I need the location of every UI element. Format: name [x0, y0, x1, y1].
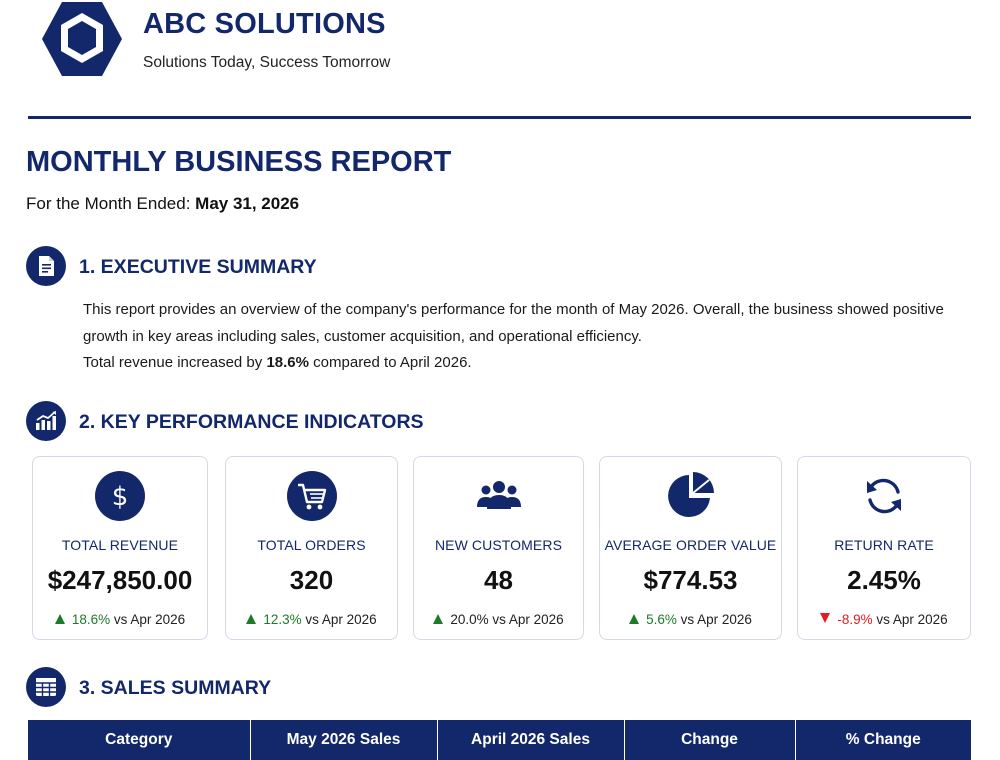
bar-chart-icon: [26, 401, 66, 441]
kpi-change-pct: 12.3%: [263, 612, 302, 627]
kpi-change-pct: -8.9%: [837, 612, 873, 627]
summary-paragraph-1: This report provides an overview of the …: [83, 301, 944, 345]
refresh-icon: [867, 478, 901, 514]
column-header-category: Category: [28, 720, 251, 760]
trend-up-icon: [54, 614, 65, 624]
kpi-card-total-revenue: $ TOTAL REVENUE $247,850.00 18.6% vs Apr…: [32, 456, 208, 640]
dollar-icon: $: [95, 471, 145, 521]
kpi-change-pct: 5.6%: [646, 612, 677, 627]
trend-up-icon: [629, 614, 640, 624]
sales-summary-table: Category May 2026 Sales April 2026 Sales…: [28, 720, 971, 760]
hexagon-logo-icon: [42, 2, 122, 76]
kpi-change: 18.6% vs Apr 2026: [33, 612, 207, 627]
kpi-compare: vs Apr 2026: [676, 612, 752, 627]
section-title-kpi: 2. KEY PERFORMANCE INDICATORS: [79, 411, 424, 433]
svg-text:$: $: [112, 482, 129, 512]
summary-paragraph-2: Total revenue increased by 18.6% compare…: [83, 350, 963, 377]
kpi-card-new-customers: NEW CUSTOMERS 48 20.0% vs Apr 2026: [413, 456, 584, 640]
kpi-label: TOTAL ORDERS: [257, 537, 366, 553]
column-header-pct-change: % Change: [795, 720, 971, 760]
pie-chart-icon: [667, 472, 714, 517]
column-header-april-sales: April 2026 Sales: [437, 720, 625, 760]
summary-p2-highlight: 18.6%: [266, 354, 309, 371]
company-name: ABC SOLUTIONS: [143, 8, 386, 40]
report-date-value: May 31, 2026: [195, 194, 300, 213]
column-header-may-sales: May 2026 Sales: [250, 720, 438, 760]
kpi-change: 20.0% vs Apr 2026: [414, 612, 583, 627]
summary-p2-prefix: Total revenue increased by: [83, 354, 267, 371]
report-date: For the Month Ended: May 31, 2026: [26, 194, 299, 214]
kpi-label: NEW CUSTOMERS: [434, 537, 563, 553]
kpi-change: -8.9% vs Apr 2026: [798, 612, 970, 627]
kpi-compare: vs Apr 2026: [872, 612, 948, 627]
shopping-cart-icon: [286, 471, 337, 521]
kpi-label: AVERAGE ORDER VALUE: [604, 537, 777, 553]
kpi-change: 12.3% vs Apr 2026: [226, 612, 397, 627]
report-title: MONTHLY BUSINESS REPORT: [26, 146, 452, 178]
trend-down-icon: [820, 613, 831, 623]
executive-summary-text: This report provides an overview of the …: [83, 297, 963, 377]
kpi-compare: vs Apr 2026: [301, 612, 377, 627]
section-title-executive-summary: 1. EXECUTIVE SUMMARY: [79, 256, 317, 278]
kpi-card-total-orders: TOTAL ORDERS 320 12.3% vs Apr 2026: [225, 456, 398, 640]
kpi-value: 320: [289, 565, 334, 595]
column-header-change: Change: [624, 720, 796, 760]
header-divider: [28, 116, 971, 119]
section-title-sales-summary: 3. SALES SUMMARY: [79, 677, 272, 699]
kpi-change: 5.6% vs Apr 2026: [600, 612, 781, 627]
kpi-card-return-rate: RETURN RATE 2.45% -8.9% vs Apr 2026: [797, 456, 971, 640]
kpi-value: 48: [484, 565, 513, 595]
trend-up-icon: [433, 614, 444, 624]
kpi-change-pct: 18.6%: [71, 612, 111, 627]
kpi-label: RETURN RATE: [834, 537, 934, 553]
kpi-card-average-order-value: AVERAGE ORDER VALUE $774.53 5.6% vs Apr …: [599, 456, 782, 640]
trend-up-icon: [246, 614, 257, 624]
table-header-row: Category May 2026 Sales April 2026 Sales…: [28, 720, 971, 760]
kpi-label: TOTAL REVENUE: [61, 537, 179, 553]
company-tagline: Solutions Today, Success Tomorrow: [143, 54, 391, 71]
kpi-value: $247,850.00: [47, 565, 193, 595]
document-icon: [26, 246, 66, 286]
report-date-prefix: For the Month Ended:: [26, 194, 196, 213]
kpi-compare: vs Apr 2026: [488, 612, 564, 627]
summary-p2-suffix: compared to April 2026.: [309, 354, 472, 371]
kpi-value: $774.53: [643, 565, 738, 595]
table-icon: [26, 667, 66, 707]
users-icon: [476, 481, 521, 509]
kpi-compare: vs Apr 2026: [110, 612, 186, 627]
kpi-value: 2.45%: [847, 565, 921, 595]
kpi-change-pct: 20.0%: [450, 612, 489, 627]
